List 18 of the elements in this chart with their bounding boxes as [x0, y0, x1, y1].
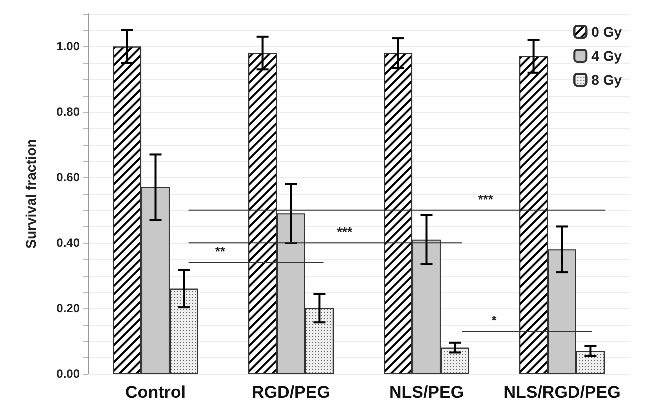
- ref-line-label: ***: [478, 192, 494, 207]
- ref-line-label: **: [215, 244, 226, 260]
- ref-line-label: *: [492, 312, 498, 328]
- legend-label: 8 Gy: [592, 72, 622, 88]
- x-tick-label: Control: [126, 383, 186, 402]
- y-tick-label: 0.40: [56, 236, 80, 250]
- x-tick-label: NLS/RGD/PEG: [504, 383, 621, 402]
- y-tick-label: 0.20: [56, 302, 80, 316]
- y-tick-label: 0.60: [56, 170, 80, 185]
- legend-label: 4 Gy: [592, 48, 622, 64]
- x-tick-label: RGD/PEG: [252, 383, 330, 402]
- legend-label: 0 Gy: [592, 24, 622, 40]
- y-tick-label: 0.00: [56, 367, 80, 381]
- y-tick-label: 0.80: [56, 105, 80, 120]
- ref-line-label: ***: [337, 224, 354, 240]
- x-tick-label: NLS/PEG: [389, 383, 464, 402]
- y-axis-title: Survival fraction: [23, 139, 39, 249]
- y-tick-label: 1.00: [56, 40, 80, 54]
